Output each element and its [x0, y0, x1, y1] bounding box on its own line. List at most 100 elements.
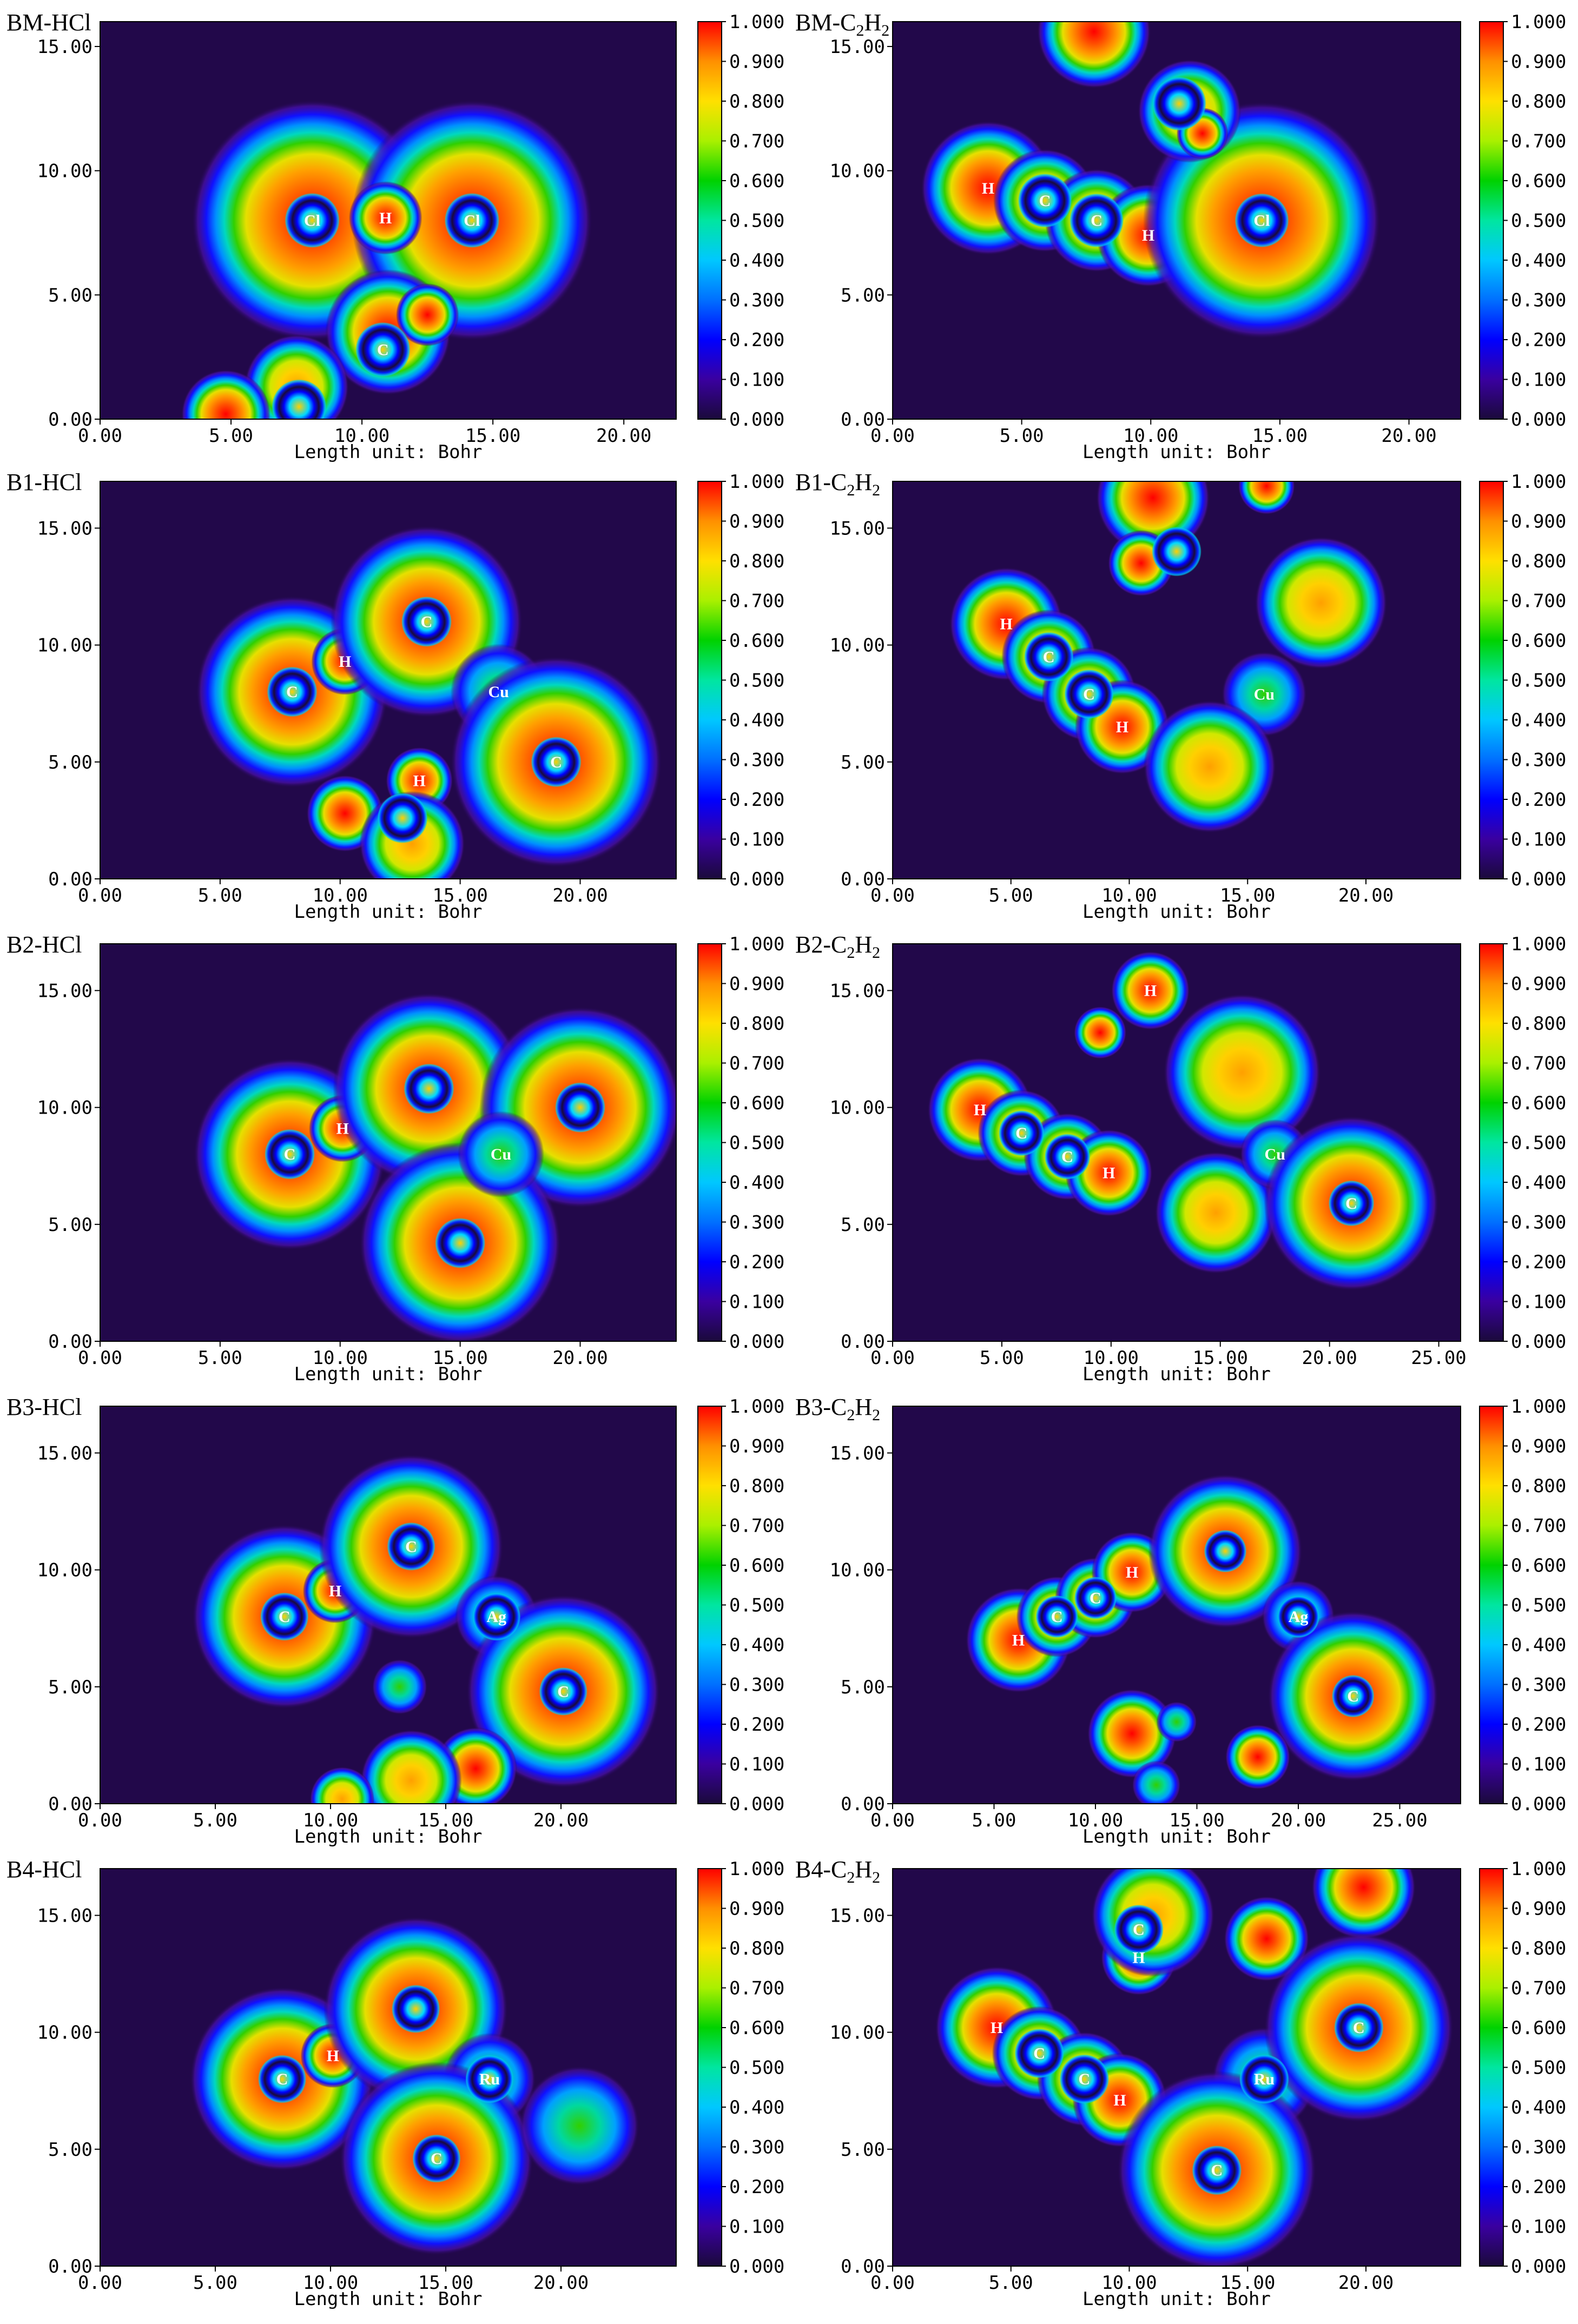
density-basin — [1087, 1689, 1177, 1778]
atom-label: C — [1039, 192, 1051, 210]
colorbar-tick-label: 0.300 — [729, 290, 784, 312]
colorbar-tick-label: 0.900 — [729, 1898, 784, 1920]
colorbar-tick-label: 0.600 — [729, 2017, 784, 2039]
density-basin — [309, 1766, 374, 1804]
atom-label: H — [1012, 1631, 1025, 1649]
x-axis-label: Length unit: Bohr — [294, 901, 483, 923]
panel-title: B1-HCl — [6, 469, 82, 495]
colorbar-tick-label: 0.100 — [729, 829, 784, 851]
x-tick-label: 0.00 — [870, 885, 915, 906]
chart-panel: C H C Ag C 0.00 5.00 10.00 15.00 20.00 0.00 5.00 10.… — [6, 1394, 784, 1848]
y-tick-label: 10.00 — [830, 1560, 885, 1581]
core-ring — [272, 379, 327, 419]
atom-label: H — [329, 1583, 341, 1600]
x-tick-label: 20.00 — [1302, 1347, 1357, 1369]
chart-panel: C H C Cu C H 0.00 5.00 10.00 15.00 20.00 0.00 5.00 10… — [6, 469, 784, 923]
colorbar-tick-label: 0.500 — [729, 1595, 784, 1617]
core-ring — [1074, 1577, 1117, 1619]
x-tick-label: 20.00 — [1338, 2272, 1394, 2294]
atom-label: C — [1051, 1608, 1063, 1626]
atom-label: C — [1015, 1124, 1027, 1142]
panel-title-text: H — [855, 1856, 872, 1883]
x-tick-label: 0.00 — [78, 425, 122, 447]
chart-panel: Cl H Cl C 0.00 5.00 10.00 15.00 20.00 0.00 5.00 10.… — [6, 9, 784, 463]
density-basin — [1074, 1006, 1127, 1059]
atom-label: H — [1102, 1164, 1115, 1182]
colorbar — [697, 1868, 722, 2267]
atom-label: Cl — [1254, 212, 1270, 230]
atom-label: C — [279, 1608, 290, 1626]
atom-label: C — [550, 753, 562, 771]
x-tick-label: 10.00 — [1101, 885, 1157, 906]
colorbar-tick-label: 0.800 — [729, 1475, 784, 1497]
colorbar-tick-label: 0.900 — [729, 511, 784, 533]
colorbar-tick-label: 0.700 — [1511, 1978, 1566, 1999]
x-tick-label: 5.00 — [980, 1347, 1024, 1369]
colorbar-tick-label: 0.200 — [729, 1252, 784, 1273]
colorbar-tick-label: 0.600 — [1511, 1093, 1566, 1114]
x-tick-label: 15.00 — [1169, 1810, 1224, 1831]
core-ring — [377, 792, 428, 844]
colorbar-tick-label: 0.900 — [1511, 511, 1566, 533]
colorbar-tick-label: 0.300 — [729, 750, 784, 771]
x-tick-label: 10.00 — [313, 885, 368, 906]
colorbar-tick-label: 0.200 — [1511, 2176, 1566, 2198]
y-tick-label: 10.00 — [37, 1560, 93, 1581]
colorbar-tick-label: 0.000 — [729, 409, 784, 431]
core-ring — [554, 1082, 606, 1133]
core-ring — [267, 666, 318, 717]
atom-label: Ru — [479, 2070, 500, 2088]
x-tick-label: 10.00 — [1123, 425, 1178, 447]
colorbar-tick-label: 0.400 — [729, 710, 784, 731]
core-ring — [1044, 1134, 1091, 1180]
y-tick-label: 5.00 — [48, 2139, 93, 2161]
x-tick-label: 0.00 — [870, 2272, 915, 2294]
y-tick-label: 10.00 — [37, 2022, 93, 2044]
colorbar-tick-label: 0.100 — [1511, 829, 1566, 851]
x-tick-label: 20.00 — [1271, 1810, 1326, 1831]
density-basin — [181, 369, 270, 419]
y-tick-label: 10.00 — [37, 1097, 93, 1119]
core-ring — [1152, 526, 1201, 577]
y-tick-label: 0.00 — [841, 1793, 885, 1815]
x-tick-label: 15.00 — [432, 1347, 487, 1369]
x-axis-label: Length unit: Bohr — [1082, 901, 1271, 923]
y-tick-label: 15.00 — [830, 980, 885, 1002]
panel-title-subscript: 2 — [872, 944, 880, 962]
y-tick-label: 5.00 — [841, 284, 885, 306]
y-tick-label: 0.00 — [48, 1793, 93, 1815]
panel-title-subscript: 2 — [872, 481, 880, 499]
atom-label: C — [1033, 2045, 1045, 2063]
x-tick-label: 0.00 — [870, 425, 915, 447]
y-tick-label: 10.00 — [37, 635, 93, 657]
core-ring — [412, 2134, 461, 2183]
colorbar-tick-label: 0.100 — [1511, 369, 1566, 391]
x-axis-label: Length unit: Bohr — [1082, 2288, 1271, 2310]
atom-label: C — [1083, 685, 1095, 703]
y-tick-label: 0.00 — [841, 869, 885, 890]
y-tick-label: 5.00 — [841, 2139, 885, 2161]
atom-label: H — [327, 2047, 339, 2065]
panel-title-text: B4-HCl — [6, 1856, 82, 1883]
atom-label: Cl — [304, 212, 320, 230]
panel-title-subscript: 2 — [847, 944, 855, 962]
colorbar-tick-label: 0.400 — [729, 2097, 784, 2118]
colorbar-tick-label: 0.000 — [729, 2256, 784, 2277]
plot-frame — [100, 1868, 677, 2267]
colorbar-tick-label: 0.300 — [1511, 750, 1566, 771]
colorbar — [697, 943, 722, 1342]
colorbar-tick-label: 0.000 — [1511, 1793, 1566, 1815]
atom-label: C — [557, 1683, 569, 1700]
colorbar-tick-label: 0.100 — [1511, 2216, 1566, 2238]
chart-panel: H C C H Cl 0.00 5.00 10.00 15.00 20.00 0.00 5.00 10.… — [795, 9, 1566, 463]
core-ring — [1152, 76, 1206, 131]
x-tick-label: 0.00 — [78, 885, 122, 906]
colorbar-tick-label: 0.800 — [729, 1013, 784, 1035]
colorbar-tick-label: 0.400 — [729, 1634, 784, 1656]
colorbar-tick-label: 0.000 — [1511, 1331, 1566, 1353]
colorbar-tick-label: 0.900 — [729, 974, 784, 995]
density-basin — [1111, 951, 1190, 1030]
panel-title-text: B1-HCl — [6, 469, 82, 495]
